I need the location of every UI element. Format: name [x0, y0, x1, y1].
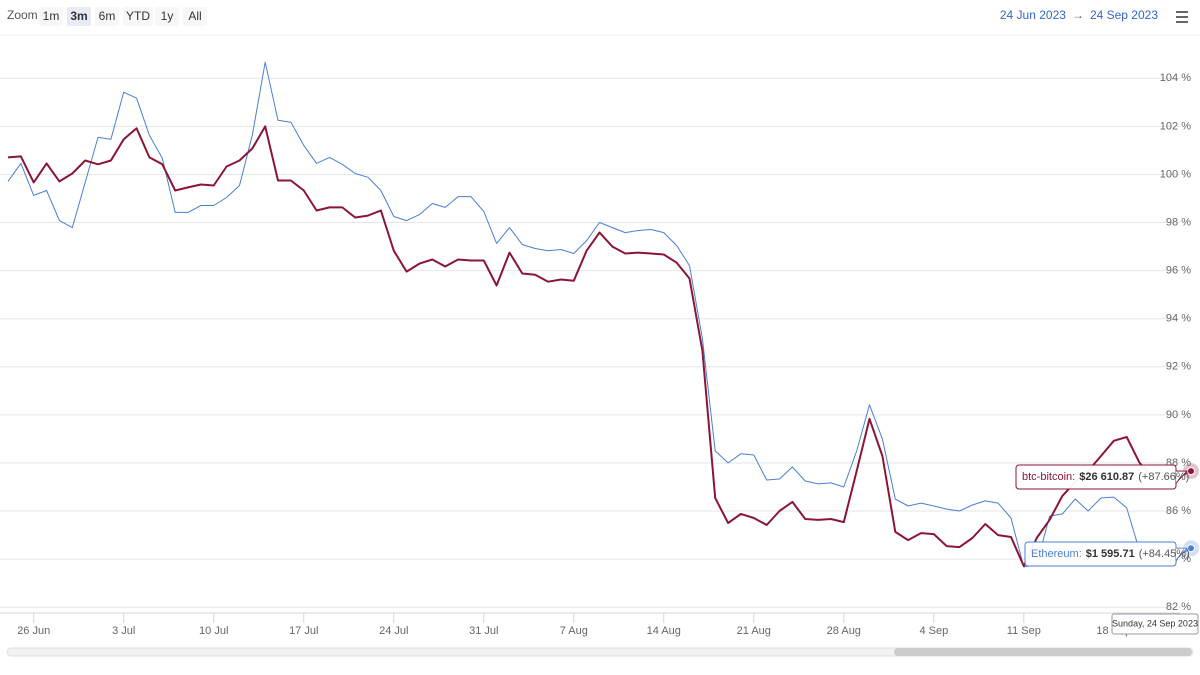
x-tick-label: 10 Jul	[199, 625, 228, 637]
tooltip-pointer	[1175, 547, 1189, 561]
tooltip-series-label: Ethereum:	[1031, 548, 1082, 560]
hover-date-box	[1111, 613, 1199, 635]
date-range-part: →	[1072, 8, 1084, 22]
zoom-button[interactable]	[183, 7, 207, 26]
x-tick-label: 17 Jul	[289, 625, 318, 637]
zoom-button[interactable]	[123, 7, 153, 26]
y-tick-label: 86 %	[1166, 505, 1191, 517]
x-tick-label: 4 Sep	[919, 625, 948, 637]
zoom-button-label[interactable]: 3m	[70, 9, 87, 23]
plot-area: 82 %84 %86 %88 %90 %92 %94 %96 %98 %100 …	[0, 34, 1200, 637]
date-range-part: 24 Sep 2023	[1090, 8, 1158, 22]
x-tick-label: 31 Jul	[469, 625, 498, 637]
series-line	[7, 125, 1192, 568]
tooltip-text: Ethereum: $1 595.71 (+84.45%)	[1031, 548, 1190, 560]
x-tick-label: 3 Jul	[112, 625, 135, 637]
y-tick-label: 92 %	[1166, 361, 1191, 373]
tooltip-price: $1 595.71	[1086, 548, 1135, 560]
zoom-label: Zoom	[7, 8, 38, 22]
x-tick-label: 28 Aug	[827, 625, 861, 637]
series-line	[7, 61, 1192, 568]
tooltip-pointer	[1175, 470, 1189, 484]
y-tick-label: 90 %	[1166, 409, 1191, 421]
zoom-button-label[interactable]: 1m	[43, 9, 60, 23]
zoom-button[interactable]	[155, 7, 179, 26]
y-tick-label: 102 %	[1160, 120, 1191, 132]
zoom-button[interactable]	[95, 7, 119, 26]
zoom-button[interactable]	[39, 7, 63, 26]
y-tick-label: 104 %	[1160, 72, 1191, 84]
x-tick-label: 26 Jun	[17, 625, 50, 637]
y-tick-label: 98 %	[1166, 216, 1191, 228]
tooltip-series-label: btc-bitcoin:	[1022, 471, 1075, 483]
tooltip-price: $26 610.87	[1079, 471, 1134, 483]
tooltip-text: btc-bitcoin: $26 610.87 (+87.66%)	[1022, 471, 1189, 483]
x-tick-label: 24 Jul	[379, 625, 408, 637]
x-tick-label: 14 Aug	[647, 625, 681, 637]
y-tick-label: 94 %	[1166, 313, 1191, 325]
overlay: btc-bitcoin: $26 610.87 (+87.66%) Ethereum:…	[6, 11, 1199, 657]
date-range: 24 Jun 2023 → 24 Sep 2023	[1000, 8, 1158, 22]
zoom-button-label[interactable]: 1y	[161, 9, 174, 23]
x-tick-label: 7 Aug	[560, 625, 588, 637]
y-tick-label: 100 %	[1160, 168, 1191, 180]
date-range-part: 24 Jun 2023	[1000, 8, 1066, 22]
zoom-button-label[interactable]: All	[188, 9, 201, 23]
zoom-button-label[interactable]: YTD	[126, 9, 150, 23]
x-tick-label: 11 Sep	[1007, 625, 1041, 637]
y-tick-label: 96 %	[1166, 265, 1191, 277]
zoom-button[interactable]	[67, 7, 91, 26]
y-tick-label: 82 %	[1166, 601, 1191, 613]
x-tick-label: 21 Aug	[737, 625, 771, 637]
tooltip-change: (+84.45%)	[1139, 548, 1190, 560]
hover-date: Sunday, 24 Sep 2023	[1112, 618, 1198, 628]
tooltip-change: (+87.66%)	[1138, 471, 1189, 483]
zoom-button-label[interactable]: 6m	[99, 9, 116, 23]
scrollbar-thumb[interactable]	[894, 648, 1192, 656]
toolbar: Zoom 1m 3m 6m YTD 1y All 24 Jun 2023 → 24 Sep 202…	[7, 7, 1158, 26]
